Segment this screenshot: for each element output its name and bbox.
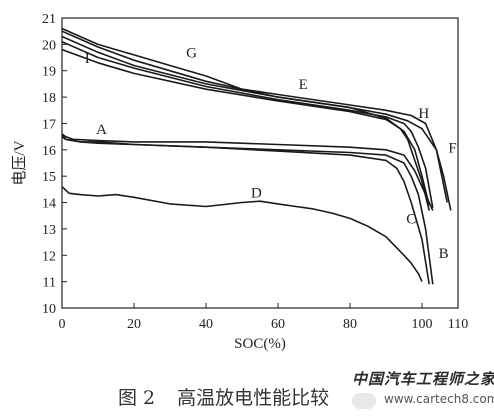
figure-caption: 图 2 高温放电性能比较 xyxy=(118,383,329,410)
y-axis-title: 电压/V xyxy=(11,140,28,185)
series-line-d xyxy=(61,186,423,282)
y-tick-label: 21 xyxy=(42,12,56,27)
x-tick-label: 110 xyxy=(448,317,468,332)
x-tick-label: 20 xyxy=(127,317,141,332)
curve-label-f: F xyxy=(448,140,456,156)
plot-area xyxy=(61,17,459,309)
watermark-logo: 中国汽车工程师之家 xyxy=(352,370,494,388)
curve-label-e: E xyxy=(299,77,308,93)
watermark-url: www.cartech8.com xyxy=(384,392,494,406)
series-line-a xyxy=(61,133,434,211)
wechat-icon xyxy=(352,393,376,409)
series-line-c xyxy=(61,133,430,285)
x-axis-title: SOC(%) xyxy=(234,336,286,352)
y-tick-label: 14 xyxy=(42,197,56,212)
x-tick-label: 0 xyxy=(59,317,66,332)
x-tick-label: 60 xyxy=(271,317,285,332)
figure-title: 高温放电性能比较 xyxy=(177,387,330,409)
curve-label-i: I xyxy=(85,51,90,67)
y-tick-label: 10 xyxy=(42,302,56,317)
curve-label-c: C xyxy=(406,212,416,228)
y-axis-ticks: 10 11 12 13 14 15 16 17 18 19 20 21 xyxy=(42,12,67,317)
series-line-h xyxy=(61,40,434,208)
x-tick-label: 100 xyxy=(412,317,433,332)
plot-frame xyxy=(61,17,459,309)
y-tick-label: 16 xyxy=(42,144,56,159)
curve-label-b: B xyxy=(439,246,449,262)
y-tick-label: 20 xyxy=(42,38,56,53)
y-tick-label: 11 xyxy=(43,276,56,291)
series-line-i xyxy=(61,48,430,211)
curve-label-g: G xyxy=(186,46,197,62)
series-line-e xyxy=(61,30,430,206)
x-tick-label: 40 xyxy=(199,317,213,332)
y-tick-label: 18 xyxy=(42,91,56,106)
x-tick-label: 80 xyxy=(343,317,357,332)
figure-number: 图 2 xyxy=(118,387,156,409)
curve-label-d: D xyxy=(251,185,262,201)
y-tick-label: 15 xyxy=(42,170,56,185)
y-tick-label: 17 xyxy=(42,117,56,132)
series-line-g xyxy=(61,27,448,203)
y-tick-label: 19 xyxy=(42,65,56,80)
x-axis-ticks: 0 20 40 60 80 100 110 xyxy=(59,303,468,332)
series-layer xyxy=(61,27,452,285)
curve-labels: A B C D E F G H I xyxy=(85,46,457,262)
y-tick-label: 13 xyxy=(42,223,56,238)
curve-label-h: H xyxy=(418,106,429,122)
y-tick-label: 12 xyxy=(42,249,56,264)
curve-label-a: A xyxy=(96,122,107,138)
